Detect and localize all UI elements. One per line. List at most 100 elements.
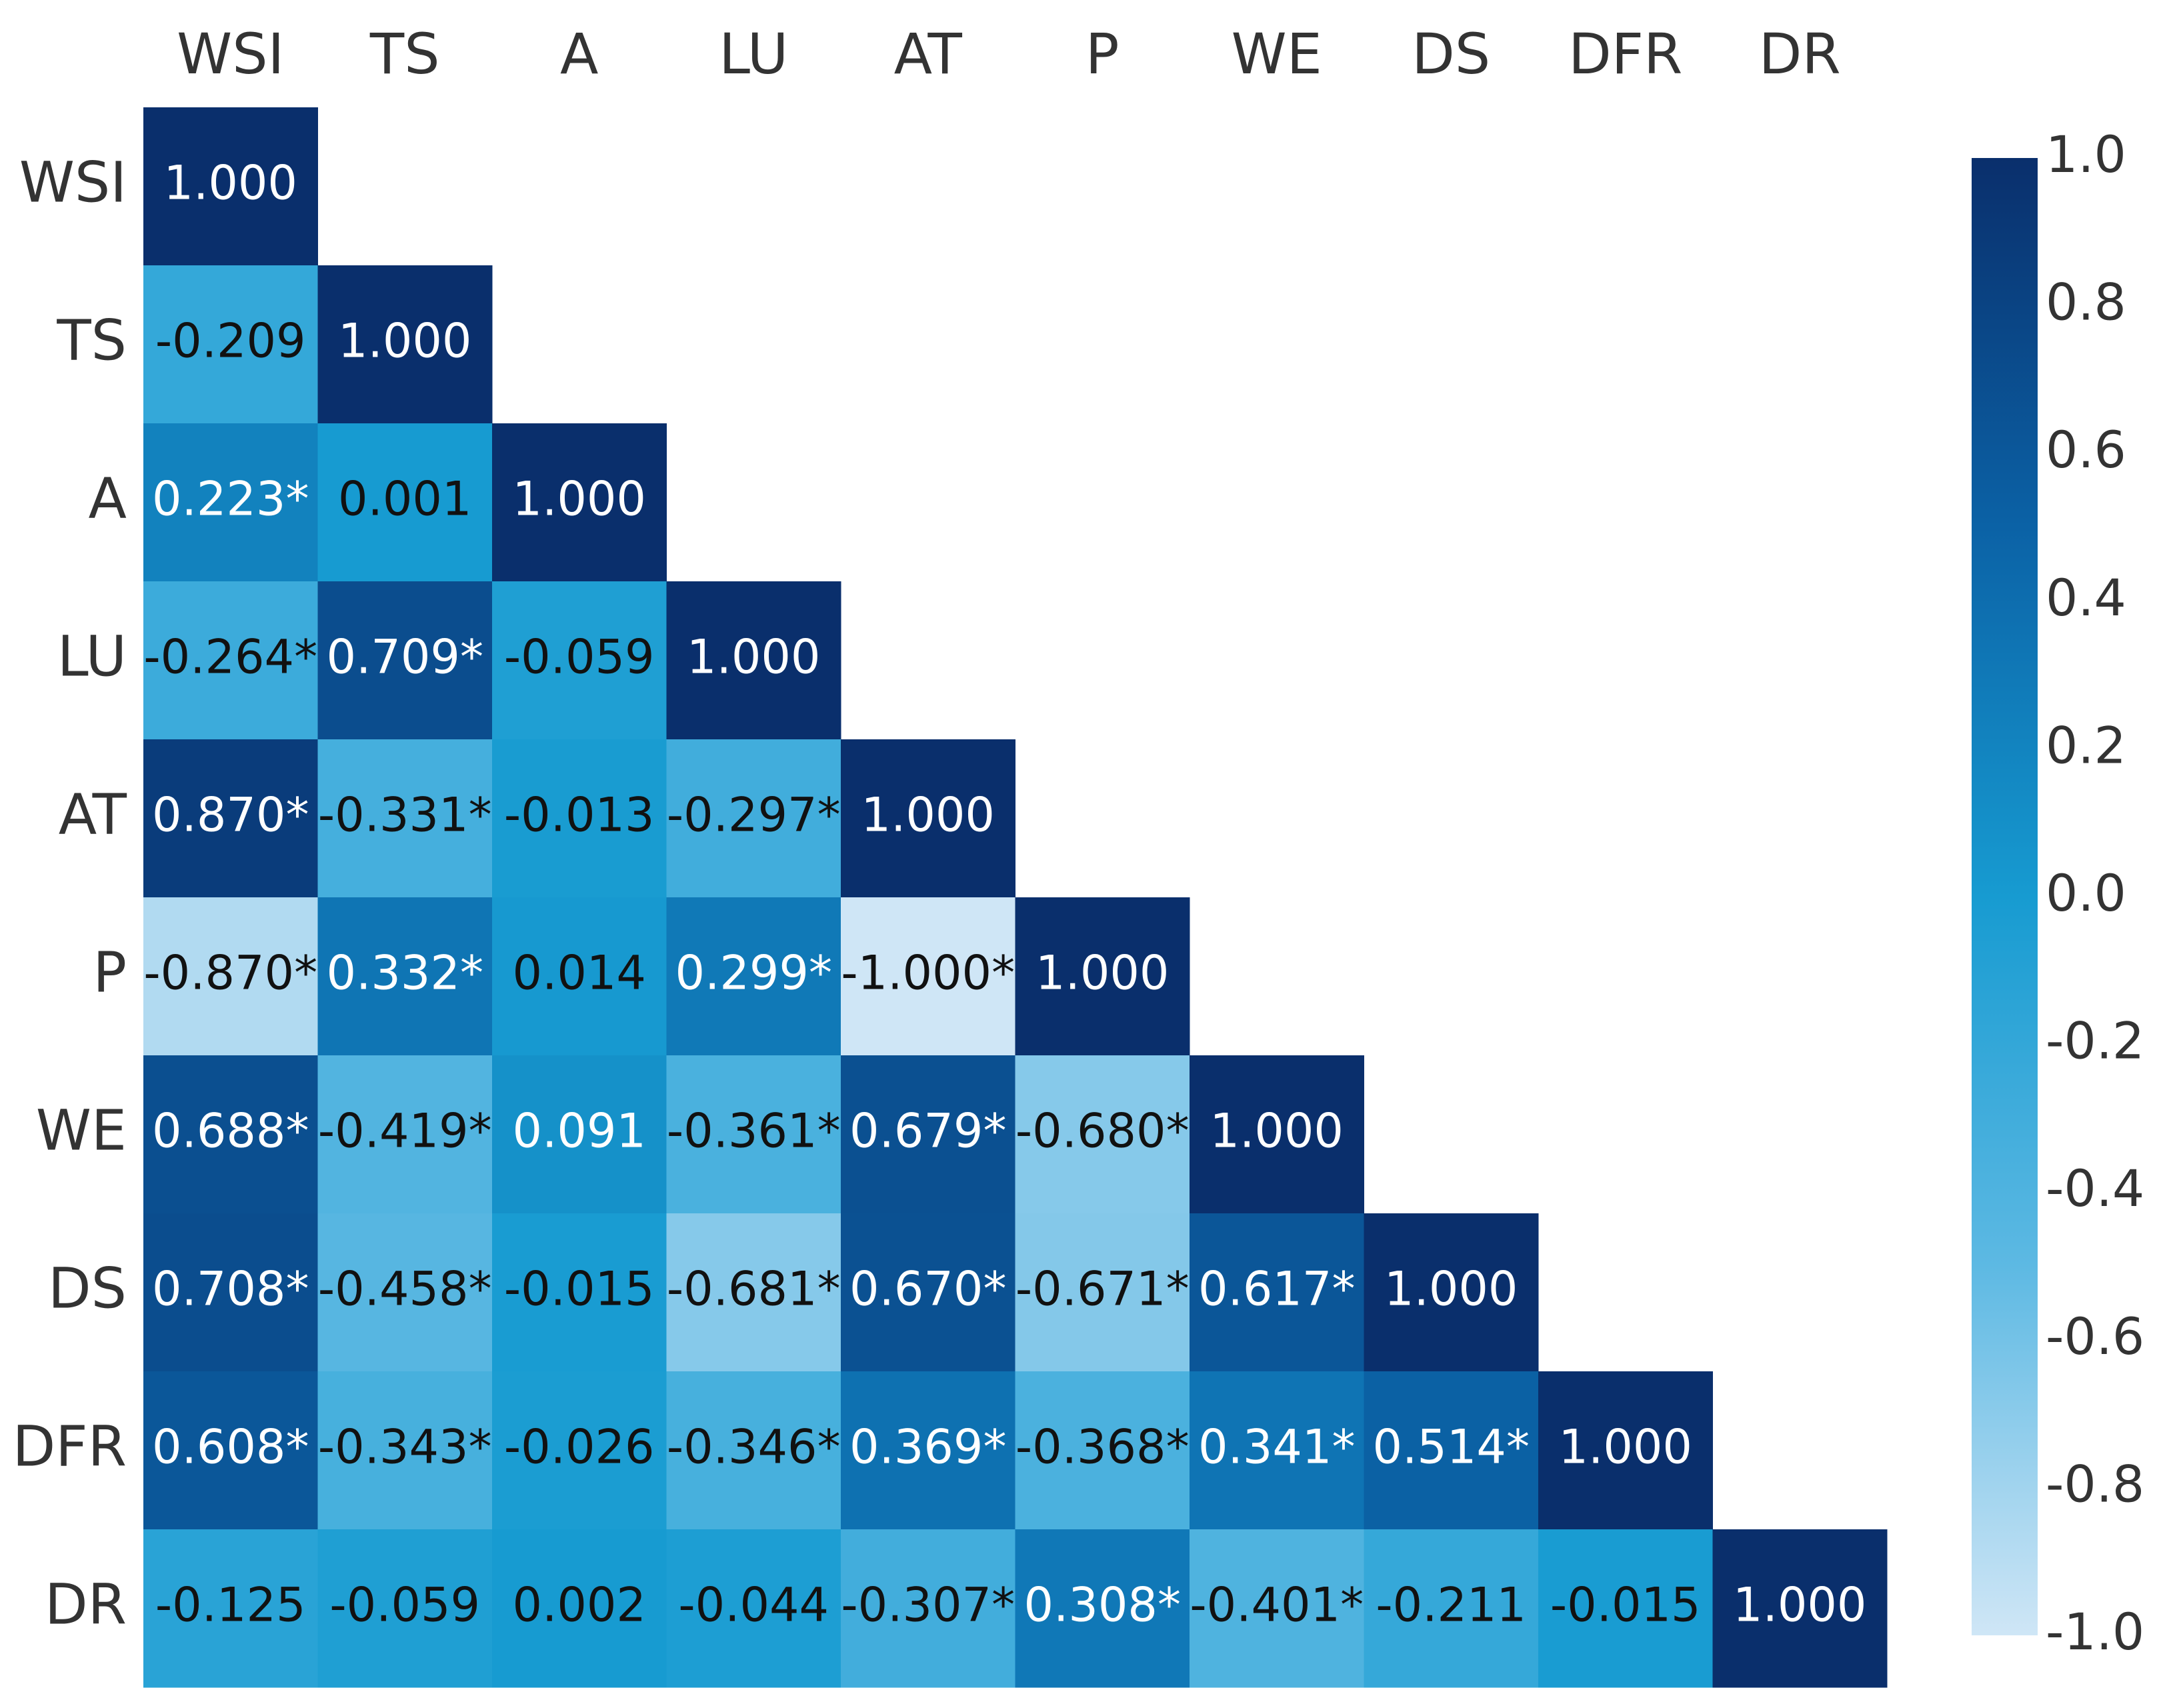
cell-label: -0.264*: [143, 630, 317, 685]
cell-label: -0.368*: [1015, 1420, 1190, 1475]
y-tick-label: TS: [56, 307, 127, 373]
cell-label: 1.000: [1384, 1262, 1518, 1317]
cell-label: 0.679*: [849, 1104, 1006, 1159]
y-tick-label: DS: [48, 1255, 127, 1321]
cell-label: 1.000: [1559, 1420, 1692, 1475]
cell-label: -0.343*: [318, 1420, 492, 1475]
heatmap-cell: [143, 265, 318, 424]
y-tick-label: DR: [45, 1571, 127, 1637]
heatmap-cell: [1190, 1055, 1364, 1214]
y-tick-label: WE: [36, 1097, 127, 1163]
heatmap-cell: [317, 1055, 493, 1214]
cell-label: 1.000: [1035, 946, 1169, 1001]
heatmap-cell: [143, 107, 318, 266]
colorbar-tick-label: -0.8: [2046, 1454, 2144, 1513]
cell-label: -0.297*: [667, 788, 841, 843]
x-tick-label: LU: [719, 21, 788, 87]
cell-label: -0.870*: [143, 946, 317, 1001]
heatmap-cell: [492, 897, 667, 1056]
heatmap-cell: [1015, 1371, 1190, 1530]
heatmap-cell: [492, 739, 667, 898]
heatmap-cell: [317, 581, 493, 740]
colorbar-tick-label: 1.0: [2046, 125, 2126, 184]
cell-label: -0.211: [1376, 1578, 1526, 1633]
cell-label: 1.000: [164, 156, 297, 211]
heatmap-cell: [143, 1529, 318, 1688]
cell-label: -0.059: [329, 1578, 480, 1633]
colorbar-tick-label: -0.2: [2046, 1011, 2144, 1071]
heatmap-cell: [1190, 1371, 1364, 1530]
y-tick-label: DFR: [13, 1413, 127, 1479]
heatmap-cell: [492, 423, 667, 582]
heatmap-cell: [1538, 1371, 1713, 1530]
heatmap-cell: [317, 1213, 493, 1372]
cell-label: -0.013: [504, 788, 655, 843]
cell-label: 1.000: [338, 314, 471, 369]
heatmap-cell: [143, 1055, 318, 1214]
heatmap-cell: [143, 1371, 318, 1530]
cell-label: -0.680*: [1015, 1104, 1190, 1159]
heatmap-cell: [666, 1055, 841, 1214]
cell-label: -0.307*: [841, 1578, 1015, 1633]
cell-label: 1.000: [1210, 1104, 1344, 1159]
heatmap-cell: [841, 1529, 1015, 1688]
heatmap-cell: [841, 1371, 1015, 1530]
cell-label: -0.681*: [667, 1262, 841, 1317]
x-tick-label: WE: [1232, 21, 1322, 87]
cell-label: 0.001: [338, 472, 471, 527]
x-tick-label: A: [560, 21, 598, 87]
cell-label: 0.091: [513, 1104, 646, 1159]
heatmap-cell: [1190, 1529, 1364, 1688]
colorbar-tick-label: -1.0: [2046, 1602, 2144, 1661]
heatmap-cell: [492, 1529, 667, 1688]
heatmap-cell: [317, 897, 493, 1056]
cell-label: 0.223*: [152, 472, 309, 527]
x-tick-label: AT: [894, 21, 963, 87]
y-tick-label: WSI: [19, 149, 127, 215]
heatmap-cell: [1015, 897, 1190, 1056]
heatmap-cell: [1364, 1529, 1539, 1688]
colorbar-tick-label: 0.8: [2046, 273, 2126, 332]
heatmap-cell: [666, 1529, 841, 1688]
y-tick-label: A: [89, 465, 127, 531]
colorbar-tick-label: 0.4: [2046, 568, 2126, 627]
cell-label: 0.341*: [1198, 1420, 1355, 1475]
heatmap-cell: [666, 1213, 841, 1372]
heatmap-cell: [841, 897, 1015, 1056]
cell-label: -0.331*: [318, 788, 492, 843]
heatmap-cell: [666, 581, 841, 740]
cell-label: 0.299*: [675, 946, 832, 1001]
heatmap-cell: [317, 739, 493, 898]
cell-label: -0.015: [1550, 1578, 1701, 1633]
y-tick-label: P: [93, 939, 127, 1005]
cell-label: -0.361*: [667, 1104, 841, 1159]
cell-label: 0.617*: [1198, 1262, 1355, 1317]
cell-label: 0.688*: [152, 1104, 309, 1159]
cell-label: -1.000*: [841, 946, 1015, 1001]
heatmap-cell: [666, 739, 841, 898]
heatmap-cell: [143, 897, 318, 1056]
cell-label: 0.369*: [849, 1420, 1006, 1475]
cell-label: -0.419*: [318, 1104, 492, 1159]
heatmap-cell: [492, 1213, 667, 1372]
cell-label: 1.000: [861, 788, 995, 843]
cell-label: -0.015: [504, 1262, 655, 1317]
heatmap-cell: [1538, 1529, 1713, 1688]
cell-label: 0.708*: [152, 1262, 309, 1317]
heatmap-cell: [1190, 1213, 1364, 1372]
heatmap-cell: [143, 739, 318, 898]
cell-label: -0.401*: [1190, 1578, 1364, 1633]
cell-label: -0.671*: [1015, 1262, 1190, 1317]
x-tick-label: DFR: [1568, 21, 1682, 87]
cell-label: 0.308*: [1024, 1578, 1181, 1633]
colorbar-tick-label: 0.2: [2046, 715, 2126, 775]
heatmap-cell: [317, 265, 493, 424]
cell-label: 0.709*: [327, 630, 483, 685]
colorbar-tick-label: -0.4: [2046, 1159, 2144, 1218]
x-tick-label: DS: [1412, 21, 1490, 87]
heatmap-cell: [1015, 1055, 1190, 1214]
heatmap-cell: [1015, 1213, 1190, 1372]
y-tick-label: LU: [57, 623, 127, 689]
cell-label: 1.000: [687, 630, 820, 685]
